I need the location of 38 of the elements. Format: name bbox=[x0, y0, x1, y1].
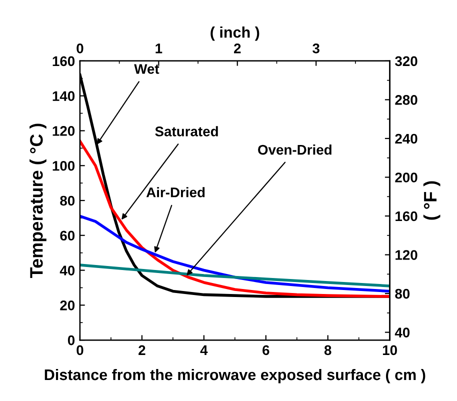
y-tick-label: 140 bbox=[52, 91, 75, 102]
line-series bbox=[80, 214, 390, 293]
y2-axis-title: ( °F ) bbox=[423, 181, 440, 220]
line-series bbox=[80, 264, 390, 288]
x2-axis-title: ( inch ) bbox=[210, 26, 260, 41]
line-series bbox=[80, 140, 390, 298]
x-tick-label: 6 bbox=[262, 345, 270, 356]
x-tick-label: 2 bbox=[138, 345, 146, 355]
y2-tick-label: 120 bbox=[396, 250, 418, 260]
annotation: Oven-Dried bbox=[258, 144, 332, 155]
y2-tick-label: 320 bbox=[395, 56, 418, 66]
y-tick-label: 160 bbox=[52, 56, 75, 66]
x-tick-label: 10 bbox=[382, 345, 397, 356]
annotation: Saturated bbox=[155, 126, 218, 136]
y2-tick-label: 160 bbox=[396, 211, 418, 222]
y2-tick-label: 280 bbox=[395, 95, 418, 105]
x-tick-label: 0 bbox=[76, 345, 84, 356]
y-tick-label: 120 bbox=[52, 126, 75, 136]
y-tick-label: 40 bbox=[60, 266, 75, 276]
x2-tick-label: 1 bbox=[156, 44, 162, 54]
y2-tick-label: 200 bbox=[395, 172, 418, 182]
y2-tick-label: 40 bbox=[394, 328, 410, 338]
y-tick-label: 20 bbox=[60, 300, 75, 310]
annotation: Wet bbox=[134, 64, 160, 74]
y-tick-label: 0 bbox=[68, 335, 75, 346]
y-tick-label: 100 bbox=[52, 160, 75, 171]
y-tick-label: 60 bbox=[60, 230, 75, 241]
x2-tick-label: 3 bbox=[312, 44, 320, 54]
x-axis-title: Distance from the microwave exposed surface ( cm ) bbox=[44, 368, 426, 384]
x2-tick-label: 2 bbox=[234, 44, 241, 54]
x-tick-label: 8 bbox=[324, 345, 332, 356]
y-tick-label: 80 bbox=[60, 196, 75, 206]
y-axis-title: Temperature ( °C ) bbox=[30, 124, 46, 278]
y2-tick-label: 240 bbox=[395, 134, 418, 144]
x2-tick-label: 0 bbox=[76, 44, 84, 54]
annotation: Air-Dried bbox=[146, 187, 205, 198]
x-tick-label: 4 bbox=[200, 345, 208, 355]
y2-tick-label: 80 bbox=[395, 288, 410, 299]
